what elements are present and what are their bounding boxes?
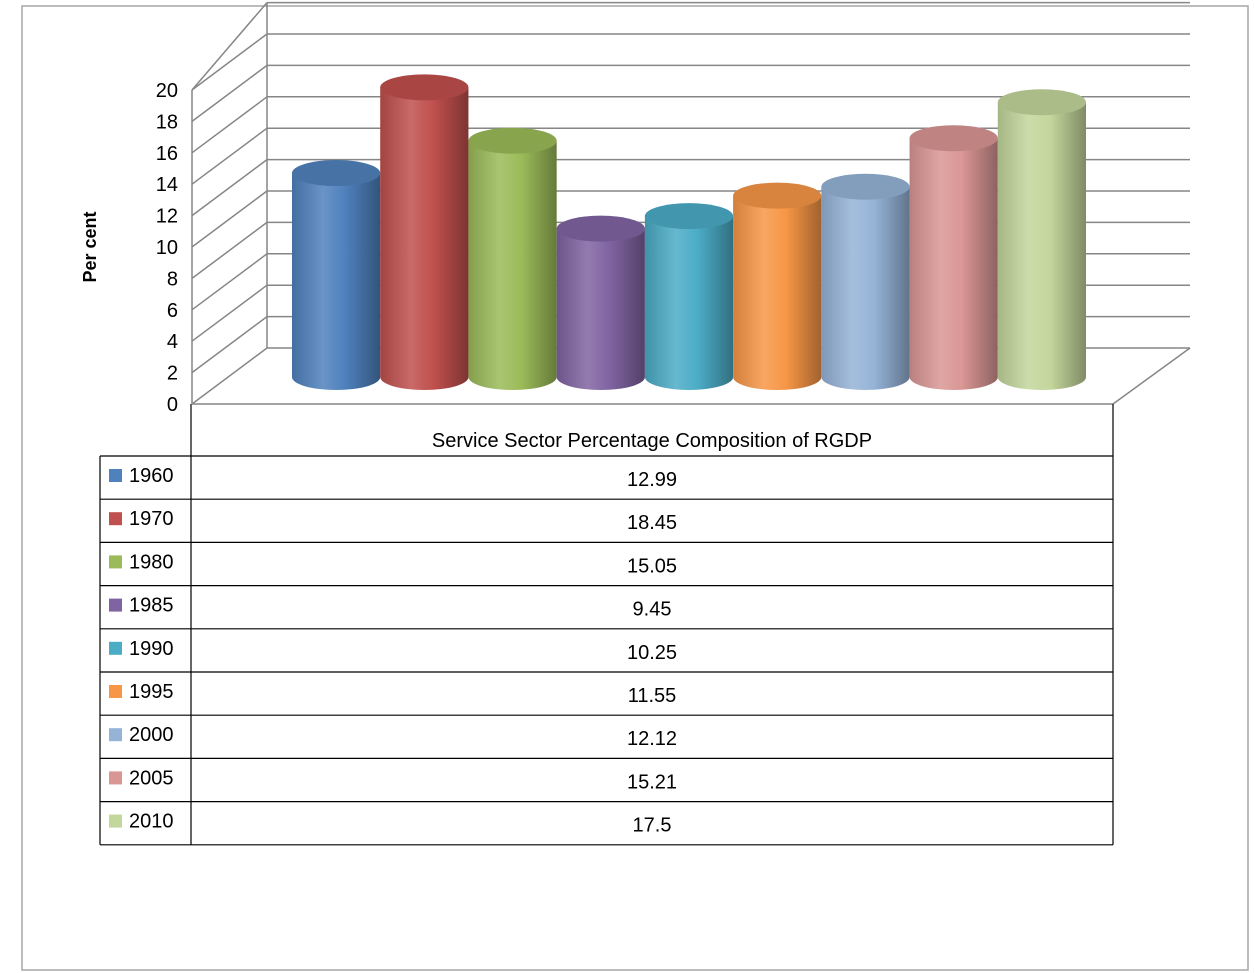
legend-label-1960: 1960	[129, 465, 174, 487]
floor-right-edge	[1112, 347, 1191, 405]
legend-label-2005: 2005	[129, 767, 174, 789]
gridline-side-top	[191, 2, 268, 91]
data-label-2005: 15.21	[627, 771, 677, 793]
bar-2010	[997, 89, 1086, 390]
y-axis-label: Per cent	[80, 211, 100, 282]
gridline-side	[191, 33, 268, 91]
bar-body	[733, 195, 822, 390]
gridline-side	[191, 190, 268, 248]
bar-top	[468, 127, 557, 154]
y-tick-label: 20	[156, 80, 178, 102]
bar-1980	[468, 127, 557, 390]
data-label-1990: 10.25	[627, 642, 677, 664]
gridline-side	[191, 315, 268, 374]
bar-1970	[380, 74, 469, 391]
bar-1995	[733, 182, 822, 390]
y-tick-label: 14	[156, 174, 178, 196]
legend-label-2010: 2010	[129, 811, 174, 833]
bar-body	[468, 140, 557, 390]
data-table: 1960 12.99 1970 18.45 1980 15.05 1985 9.45 1990 1…	[99, 404, 1114, 846]
gridline-side	[191, 64, 268, 123]
category-label: Service Sector Percentage Composition of…	[432, 430, 872, 452]
legend-key-1990	[109, 641, 122, 655]
gridline-side	[191, 284, 268, 342]
bar-top	[909, 125, 998, 152]
y-tick-label: 6	[167, 300, 178, 322]
bar-body	[997, 102, 1086, 390]
bar-body	[909, 138, 998, 390]
bar-top	[556, 215, 645, 242]
data-label-1980: 15.05	[627, 555, 677, 577]
legend-key-2010	[109, 814, 122, 828]
gridline-side	[191, 96, 268, 154]
bar-2000	[821, 173, 910, 390]
bar-body	[821, 186, 910, 390]
legend-key-1970	[109, 512, 122, 526]
bar-body	[380, 87, 469, 391]
bar-body	[644, 216, 734, 390]
y-tick-label: 8	[167, 268, 178, 290]
bar-top	[380, 74, 469, 101]
bar-top	[997, 89, 1086, 116]
y-tick-label: 10	[156, 237, 178, 259]
legend-key-1995	[109, 685, 122, 698]
legend-label-1970: 1970	[129, 508, 174, 530]
y-tick-label: 4	[167, 331, 178, 353]
legend-key-2005	[109, 771, 122, 785]
bars	[292, 74, 1086, 391]
legend-key-2000	[109, 728, 122, 742]
data-label-1970: 18.45	[627, 512, 677, 534]
legend-label-1985: 1985	[129, 595, 174, 617]
y-axis-ticks: 0 2 4 6 8 10 12 14 16 18 20	[156, 80, 178, 416]
bar-top	[644, 203, 734, 230]
data-label-2010: 17.5	[633, 815, 672, 837]
bar-body	[556, 228, 645, 390]
y-tick-label: 0	[167, 394, 178, 416]
bar-1985	[556, 215, 645, 390]
gridline-side	[191, 127, 268, 185]
data-label-1960: 12.99	[627, 469, 677, 491]
gridline-side	[191, 253, 268, 311]
bar-2005	[909, 125, 998, 390]
bar-top	[733, 182, 822, 209]
data-label-1995: 11.55	[628, 685, 677, 707]
legend-key-1960	[109, 469, 122, 482]
data-label-1985: 9.45	[633, 599, 672, 621]
legend-label-1980: 1980	[129, 551, 174, 573]
bar-top	[821, 173, 910, 200]
y-tick-label: 16	[156, 143, 178, 165]
bar-top	[292, 160, 381, 187]
y-tick-label: 12	[156, 206, 178, 228]
y-tick-label: 2	[167, 363, 178, 385]
bar-1990	[644, 203, 734, 390]
legend-label-1995: 1995	[129, 681, 174, 703]
legend-label-1990: 1990	[129, 638, 174, 660]
legend-key-1985	[109, 598, 122, 612]
bar-1960	[292, 160, 381, 390]
legend-key-1980	[109, 555, 122, 569]
data-label-2000: 12.12	[627, 728, 677, 750]
gridline-side	[191, 347, 268, 405]
gridline-side	[191, 158, 268, 217]
gridline-side	[191, 221, 268, 280]
legend-label-2000: 2000	[129, 724, 174, 746]
y-tick-label: 18	[156, 111, 178, 133]
bar-body	[292, 173, 381, 390]
